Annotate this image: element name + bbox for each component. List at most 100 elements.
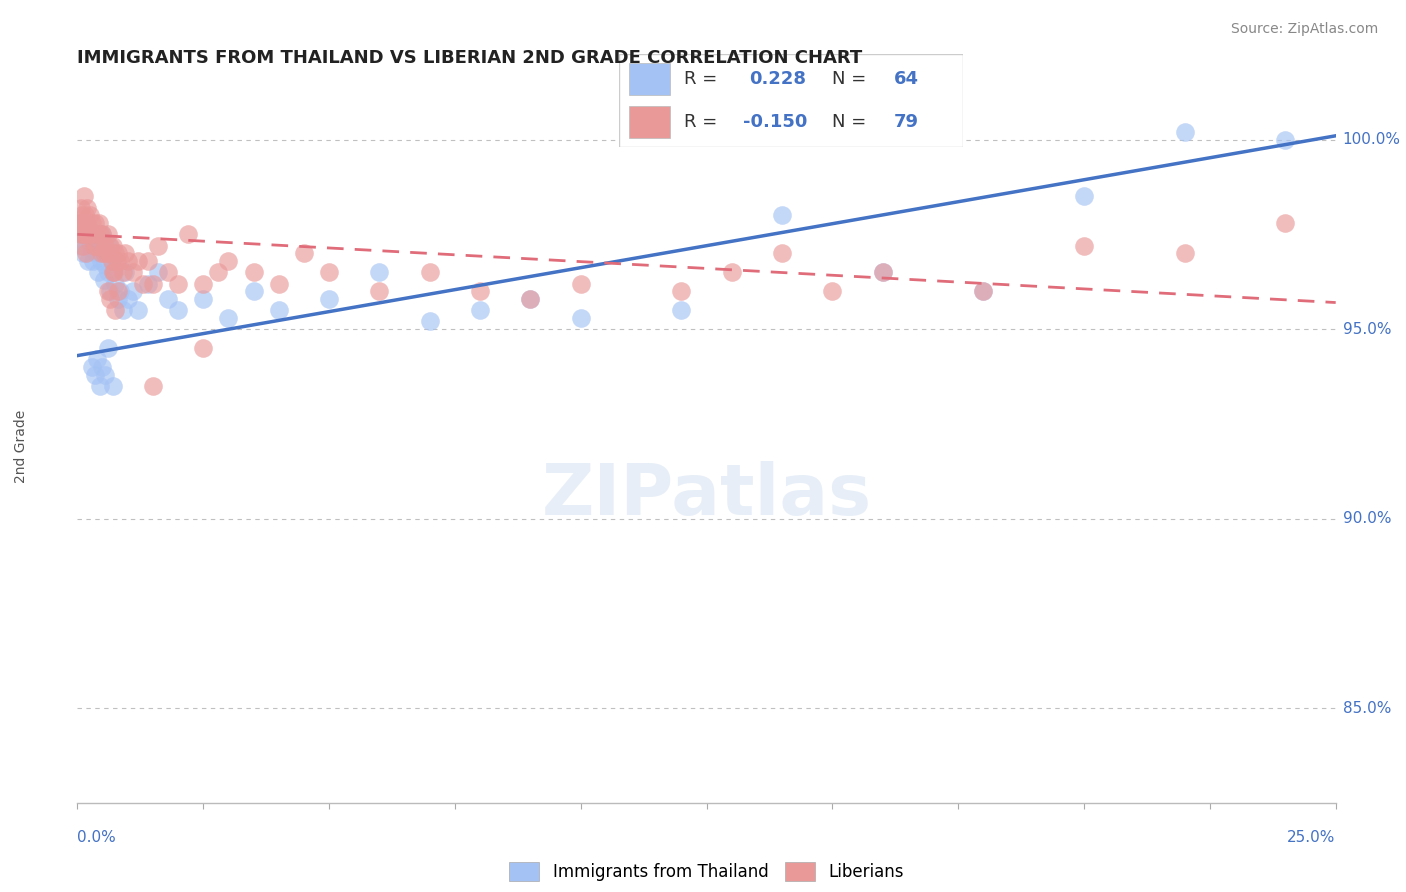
Point [1174,246,1197,260]
Point [86,238,108,252]
Point [191,341,215,355]
Point [75,246,97,260]
Point [84,368,107,382]
Text: 95.0%: 95.0% [1343,322,1391,336]
Point [83,238,105,252]
Point [167,277,190,291]
Point [93,273,115,287]
Point [72,246,94,260]
Text: 79: 79 [894,113,920,131]
Point [101,265,124,279]
Point [96,246,118,260]
Point [100,253,122,268]
Legend: Immigrants from Thailand, Liberians: Immigrants from Thailand, Liberians [501,854,912,889]
Point [73,216,96,230]
Point [100,253,122,268]
Point [98,238,121,252]
Point [89,379,111,393]
Point [108,253,131,268]
Point [368,284,391,298]
Point [72,227,94,242]
Point [104,303,127,318]
Point [1174,125,1197,139]
Point [1073,189,1095,203]
Point [121,284,143,298]
Point [207,265,229,279]
Point [89,227,111,242]
Point [82,359,104,374]
Point [111,265,134,279]
Point [86,238,108,252]
Point [94,258,117,272]
Point [82,216,104,230]
Point [136,253,159,268]
Point [70,227,93,242]
Text: IMMIGRANTS FROM THAILAND VS LIBERIAN 2ND GRADE CORRELATION CHART: IMMIGRANTS FROM THAILAND VS LIBERIAN 2ND… [77,49,862,67]
Text: 25.0%: 25.0% [1288,830,1336,845]
Point [242,265,264,279]
Point [972,284,994,298]
Point [96,284,118,298]
Point [73,227,96,242]
Point [75,216,97,230]
Text: -0.150: -0.150 [742,113,807,131]
Point [1274,216,1296,230]
Point [97,246,120,260]
Point [90,253,112,268]
Text: 0.228: 0.228 [749,70,807,87]
Bar [628,106,671,138]
Point [70,238,93,252]
Point [821,284,844,298]
Point [84,231,107,245]
Point [77,227,100,242]
Point [103,265,125,279]
Point [76,201,98,215]
Point [90,246,112,260]
Point [267,277,290,291]
Text: ZIPatlas: ZIPatlas [541,461,872,530]
Point [720,265,742,279]
Point [70,201,93,215]
Point [91,227,114,242]
Point [86,227,108,242]
Point [177,227,200,242]
Point [80,227,103,242]
Point [79,235,101,249]
Point [104,277,127,291]
Point [70,208,93,222]
Point [318,265,340,279]
Point [101,265,124,279]
Point [107,246,129,260]
Text: R =: R = [685,70,723,87]
Point [191,277,215,291]
Point [132,277,155,291]
Point [136,277,159,291]
Point [468,284,491,298]
Point [91,227,114,242]
Point [104,246,127,260]
Point [972,284,994,298]
Point [87,265,110,279]
Point [96,265,118,279]
Point [75,238,97,252]
Point [80,223,103,237]
Point [114,265,136,279]
Point [86,246,108,260]
Point [111,303,134,318]
Point [121,265,143,279]
Point [292,246,315,260]
Point [72,216,94,230]
Text: 100.0%: 100.0% [1343,132,1400,147]
Point [107,284,129,298]
Point [94,368,117,382]
Point [75,227,97,242]
Bar [628,63,671,95]
Point [142,277,165,291]
Point [72,238,94,252]
Text: 64: 64 [894,70,920,87]
Point [419,265,441,279]
Point [89,246,111,260]
Text: 85.0%: 85.0% [1343,700,1391,715]
Point [468,303,491,318]
Point [101,238,124,252]
